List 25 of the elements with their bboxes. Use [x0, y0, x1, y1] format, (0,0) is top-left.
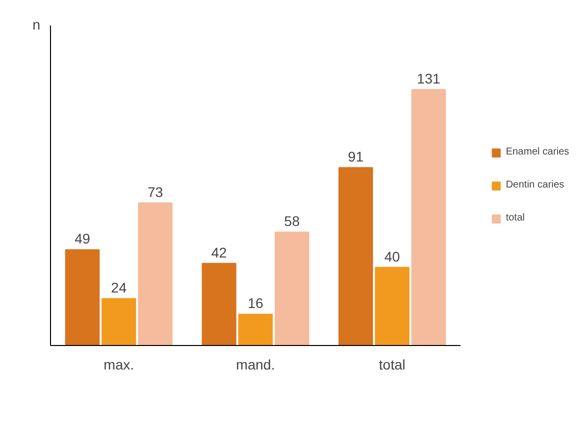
x-tick-label: mand. — [236, 356, 275, 372]
bar — [274, 232, 310, 346]
bar — [102, 298, 136, 346]
bar — [338, 167, 373, 346]
legend-label: Enamel caries — [506, 146, 570, 158]
data-label: 40 — [384, 248, 400, 264]
legend-label: Dentin caries — [506, 180, 564, 190]
data-label: 49 — [74, 230, 90, 247]
bar — [202, 262, 236, 346]
bar — [374, 266, 410, 346]
data-label: 73 — [147, 184, 164, 200]
data-label: 42 — [211, 244, 228, 260]
legend-label: total — [506, 212, 526, 224]
data-label: 58 — [284, 213, 300, 230]
data-label: 131 — [416, 70, 441, 86]
x-tick-label: max. — [104, 356, 134, 372]
y-axis-title: n — [32, 16, 40, 32]
bar — [411, 89, 446, 346]
x-tick-label: total — [378, 356, 406, 372]
bar — [238, 314, 273, 346]
bar — [138, 202, 173, 346]
bar — [65, 249, 100, 346]
data-label: 16 — [248, 295, 264, 312]
data-label: 91 — [348, 148, 364, 165]
data-label: 24 — [111, 280, 127, 296]
